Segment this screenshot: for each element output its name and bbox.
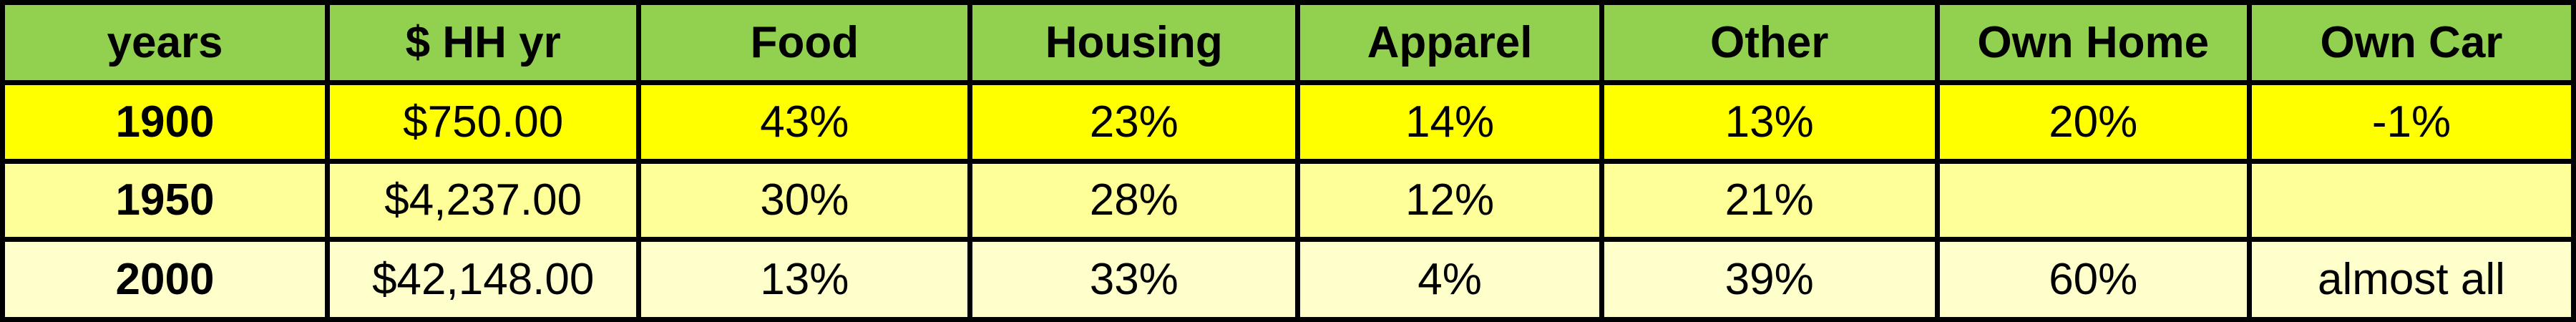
table-cell: 4% <box>1300 241 1599 317</box>
row-label: 1900 <box>5 85 326 159</box>
table-cell: 33% <box>972 241 1296 317</box>
table-cell: 13% <box>1604 85 1935 159</box>
table-cell: $42,148.00 <box>330 241 637 317</box>
row-label: 1950 <box>5 163 326 237</box>
header-cell: Housing <box>972 5 1296 81</box>
table-cell <box>2251 163 2571 237</box>
table-cell: -1% <box>2251 85 2571 159</box>
table-cell: 21% <box>1604 163 1935 237</box>
table-cell: 12% <box>1300 163 1599 237</box>
header-cell: Other <box>1604 5 1935 81</box>
table-cell: 39% <box>1604 241 1935 317</box>
table-cell: 23% <box>972 85 1296 159</box>
header-cell: Food <box>641 5 968 81</box>
row-label: 2000 <box>5 241 326 317</box>
header-cell: years <box>5 5 326 81</box>
table-cell: 60% <box>1939 241 2247 317</box>
table-cell: 28% <box>972 163 1296 237</box>
table-cell: $750.00 <box>330 85 637 159</box>
header-cell: Apparel <box>1300 5 1599 81</box>
table-cell: 43% <box>641 85 968 159</box>
table-cell: 14% <box>1300 85 1599 159</box>
table-cell <box>1939 163 2247 237</box>
header-cell: Own Car <box>2251 5 2571 81</box>
header-cell: Own Home <box>1939 5 2247 81</box>
table-cell: almost all <box>2251 241 2571 317</box>
table-cell: $4,237.00 <box>330 163 637 237</box>
table-cell: 30% <box>641 163 968 237</box>
table-cell: 20% <box>1939 85 2247 159</box>
header-cell: $ HH yr <box>330 5 637 81</box>
table-cell: 13% <box>641 241 968 317</box>
